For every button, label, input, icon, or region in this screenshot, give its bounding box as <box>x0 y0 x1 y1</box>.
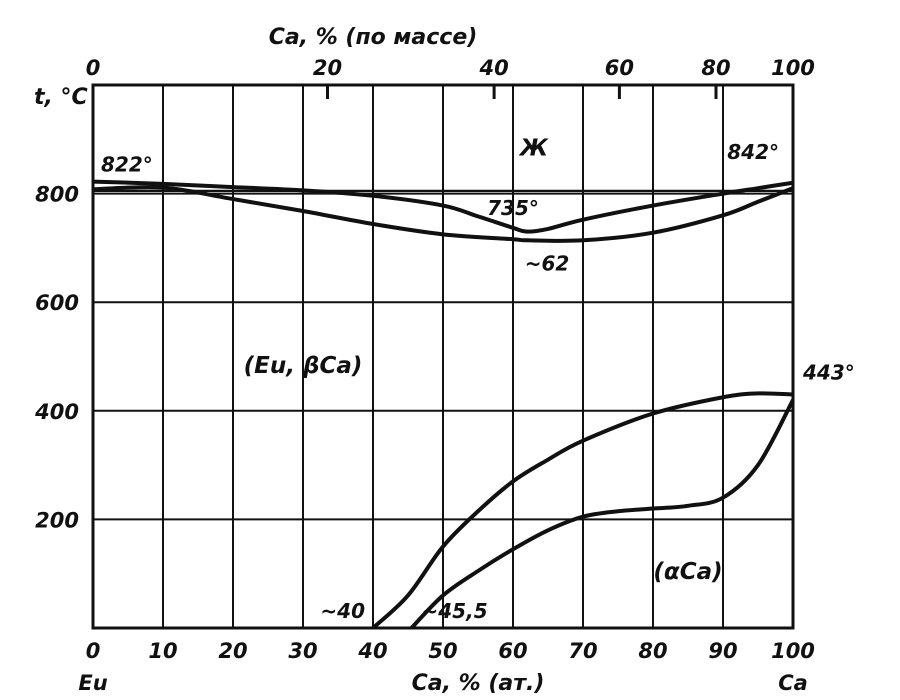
x-tick-label-8: 80 <box>638 639 667 663</box>
point-annotation-6: ~45,5 <box>422 599 488 623</box>
y-tick-label-2: 600 <box>35 291 79 315</box>
point-annotation-3: ~62 <box>525 251 570 275</box>
x-tick-label-9: 90 <box>708 639 737 663</box>
plot-frame <box>91 83 795 630</box>
annotations: Ж (Eu, βCa) (αCa) 822° 842° 735° ~62 443° ~40 ~45… <box>101 136 855 623</box>
top-tick-label-3: 60 <box>605 56 634 80</box>
region-label-1: (Eu, βCa) <box>244 353 363 379</box>
y-tick-label-3: 800 <box>35 183 79 207</box>
x-tick-label-0: 0 <box>86 639 101 663</box>
x-tick-label-1: 10 <box>148 639 177 663</box>
region-label-0: Ж <box>518 136 549 162</box>
point-annotation-4: 443° <box>802 360 855 384</box>
point-annotation-0: 822° <box>101 153 153 177</box>
top-tick-label-0: 0 <box>86 56 101 80</box>
right-element-label: Ca <box>778 671 808 695</box>
top-tick-label-2: 40 <box>478 56 508 80</box>
top-axis-title: Ca, % (по массе) <box>269 25 478 50</box>
chart-texts: t, °C Ca, % (ат.) Ca, % (по массе) Eu Ca <box>34 25 808 696</box>
phase-boundary-4 <box>410 398 795 630</box>
phase-boundaries <box>92 179 795 630</box>
y-tick-label-1: 400 <box>34 400 79 424</box>
y-tick-label-0: 200 <box>35 508 79 532</box>
left-element-label: Eu <box>78 671 107 695</box>
x-tick-label-3: 30 <box>288 639 317 663</box>
x-tick-label-6: 60 <box>498 639 527 663</box>
x-tick-label-2: 20 <box>218 639 247 663</box>
phase-boundary-3 <box>371 391 794 630</box>
x-axis-title: Ca, % (ат.) <box>412 671 545 696</box>
region-label-2: (αCa) <box>653 559 722 585</box>
point-annotation-2: 735° <box>487 196 539 220</box>
y-axis-title: t, °C <box>34 85 88 110</box>
top-tick-label-5: 100 <box>771 56 815 80</box>
tick-labels: 0 10 20 30 40 50 60 70 80 90 100 200 400 600 800 0 20 40 6… <box>34 56 815 663</box>
phase-boundary-1 <box>92 185 794 243</box>
x-tick-label-5: 50 <box>428 639 457 663</box>
x-tick-label-4: 40 <box>357 639 387 663</box>
point-annotation-1: 842° <box>727 140 779 164</box>
top-tick-label-1: 20 <box>313 56 342 80</box>
phase-boundary-0 <box>92 179 794 234</box>
top-tick-label-4: 80 <box>701 56 730 80</box>
x-tick-label-10: 100 <box>771 639 815 663</box>
x-tick-label-7: 70 <box>568 639 597 663</box>
point-annotation-5: ~40 <box>320 599 365 623</box>
